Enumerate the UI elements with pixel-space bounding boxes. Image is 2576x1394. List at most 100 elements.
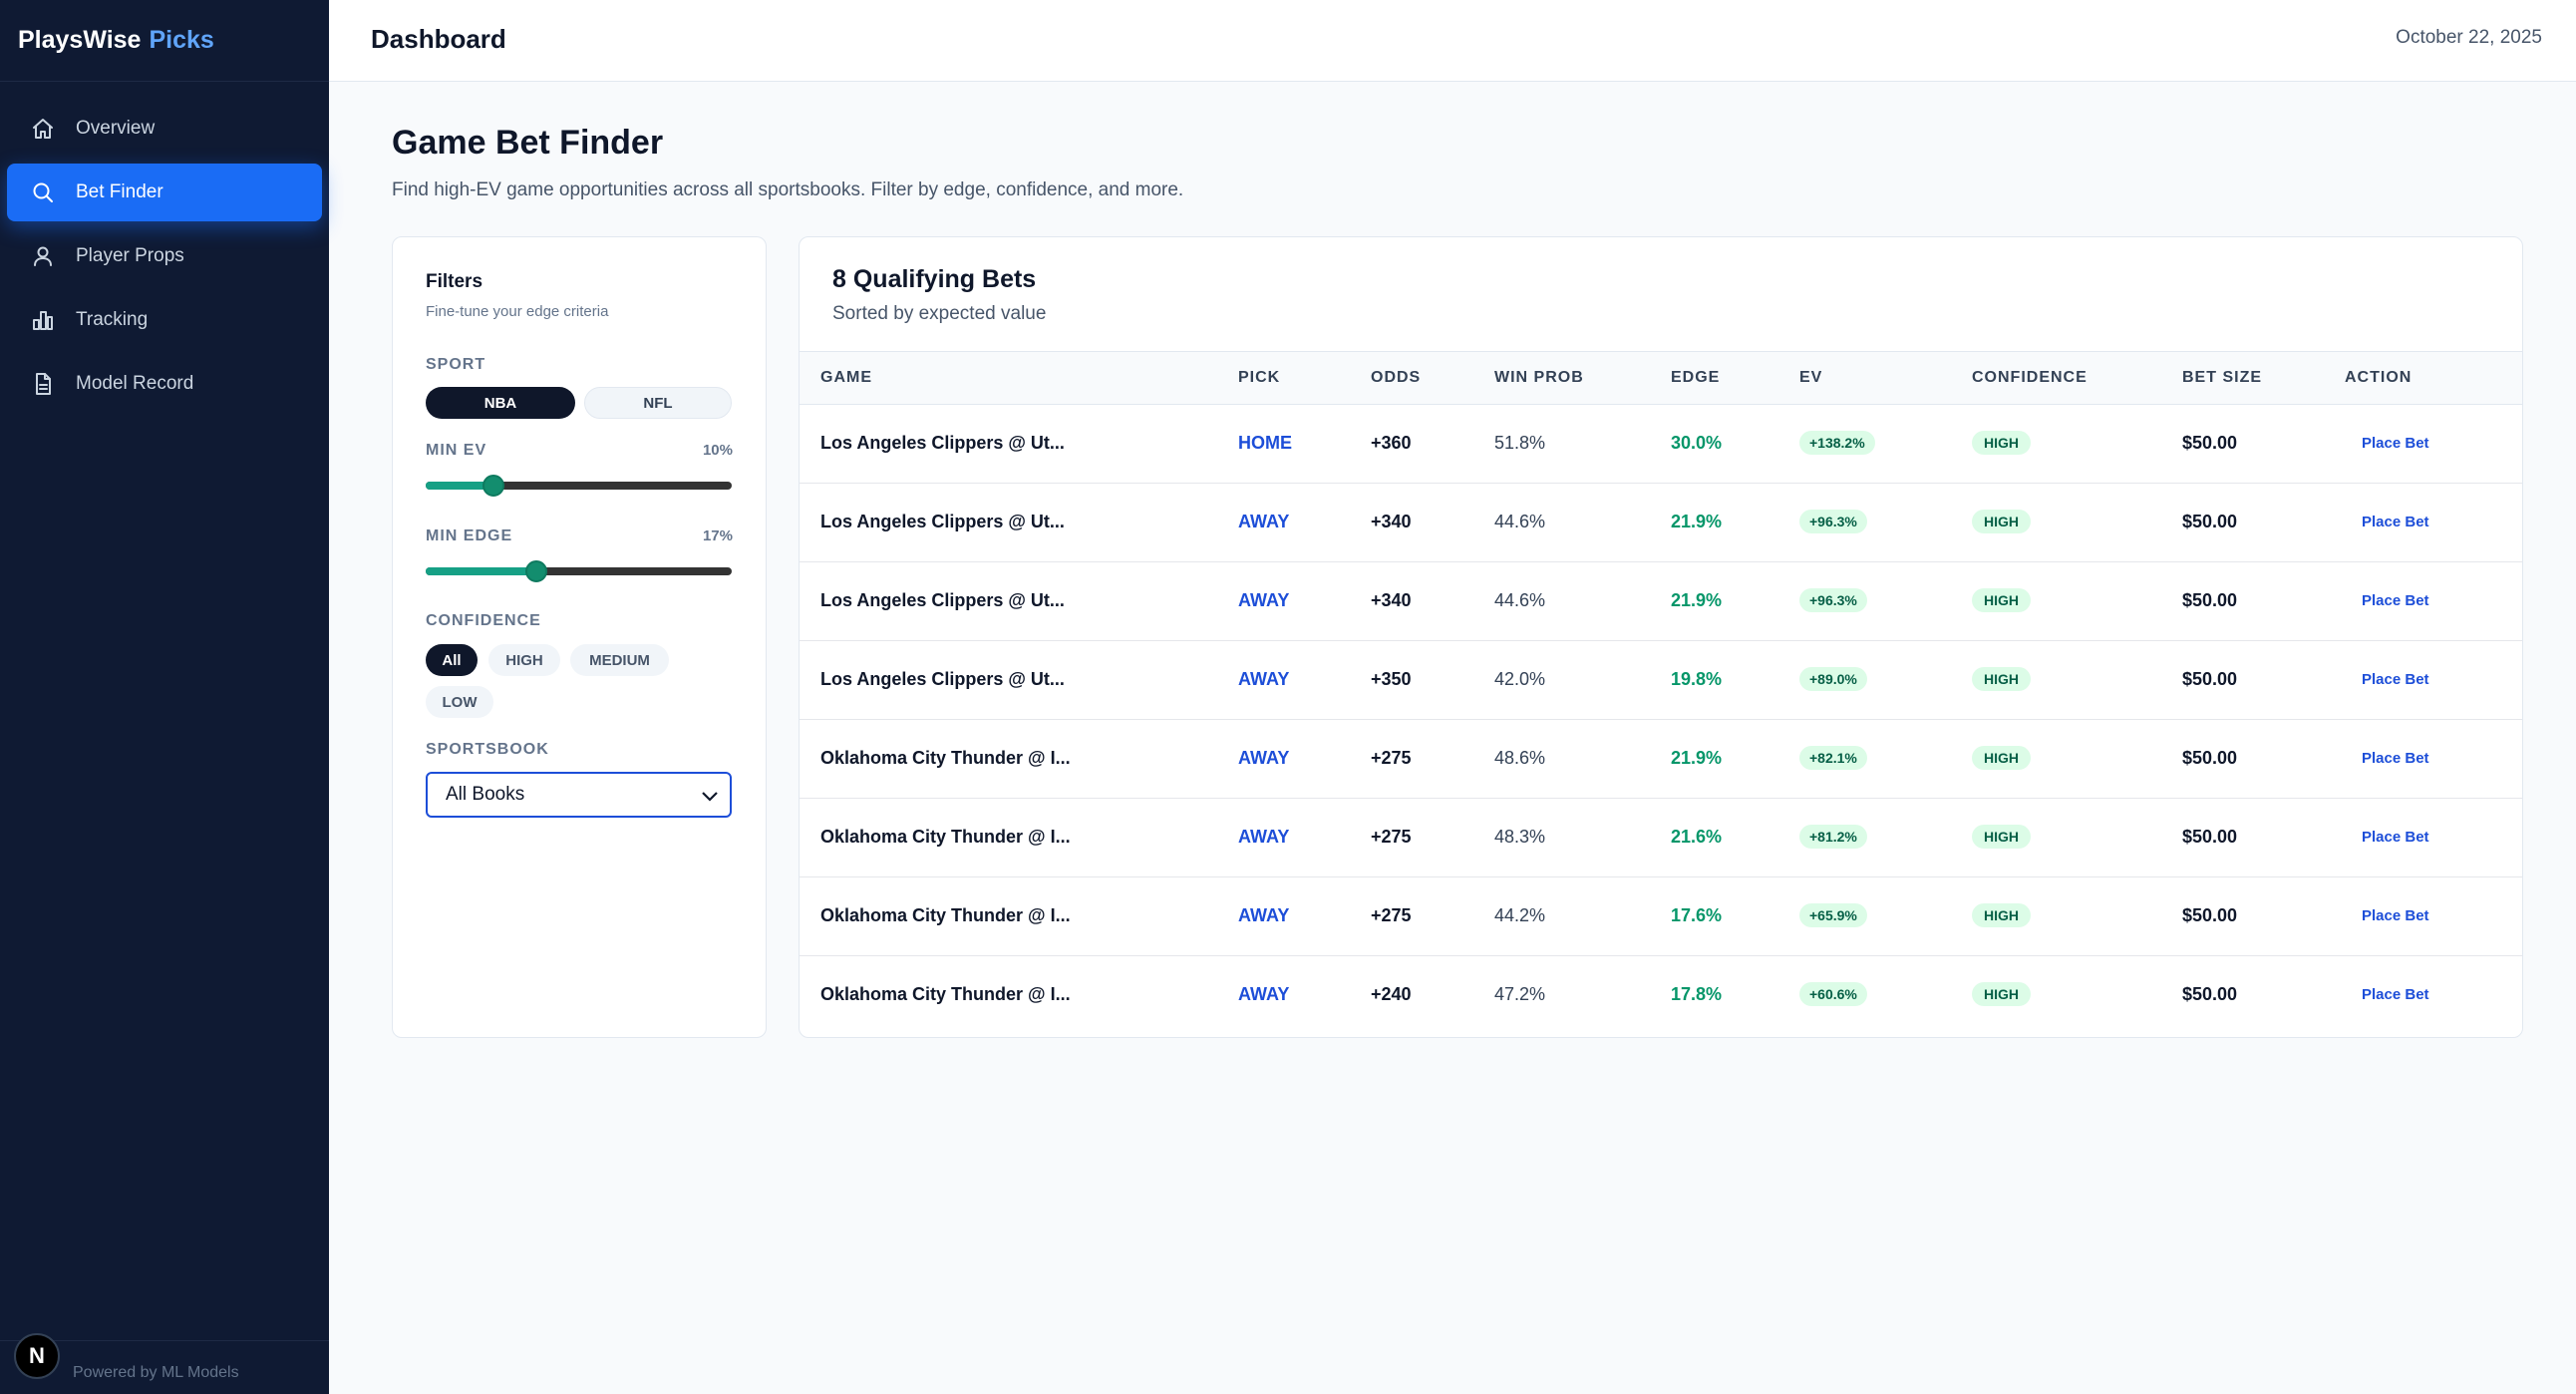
- sport-label: SPORT: [426, 356, 486, 373]
- confidence-high-chip[interactable]: HIGH: [488, 644, 560, 676]
- confidence-medium-chip[interactable]: MEDIUM: [570, 644, 669, 676]
- col-game[interactable]: GAME: [820, 369, 872, 386]
- brand-logo[interactable]: PlaysWise Picks: [0, 0, 329, 82]
- confidence-badge: HIGH: [1972, 510, 2031, 533]
- confidence-all-chip[interactable]: All: [426, 644, 478, 676]
- footer-text: Powered by ML Models: [73, 1364, 239, 1381]
- home-icon: [30, 116, 56, 142]
- place-bet-button[interactable]: Place Bet: [2362, 750, 2429, 767]
- place-bet-button[interactable]: Place Bet: [2362, 671, 2429, 688]
- sidebar-item-label: Player Props: [76, 245, 184, 266]
- n-badge[interactable]: N: [14, 1333, 60, 1379]
- edge-cell: 19.8%: [1671, 669, 1723, 689]
- sport-nfl-toggle[interactable]: NFL: [584, 387, 732, 419]
- min-ev-slider-fill: [426, 482, 493, 490]
- table-row[interactable]: Oklahoma City Thunder @ I... AWAY +275 4…: [800, 720, 2522, 799]
- table-row[interactable]: Los Angeles Clippers @ Ut... AWAY +350 4…: [800, 641, 2522, 720]
- sidebar-item-label: Model Record: [76, 373, 194, 394]
- col-bet-size[interactable]: BET SIZE: [2182, 369, 2263, 386]
- odds-cell: +350: [1371, 669, 1412, 689]
- sidebar-item-label: Tracking: [76, 309, 149, 330]
- sidebar-item-overview[interactable]: Overview: [7, 100, 322, 158]
- sidebar-item-tracking[interactable]: Tracking: [7, 291, 322, 349]
- bet-size-cell: $50.00: [2182, 905, 2238, 925]
- sidebar-item-label: Overview: [76, 118, 156, 139]
- place-bet-button[interactable]: Place Bet: [2362, 435, 2429, 452]
- edge-cell: 30.0%: [1671, 433, 1723, 453]
- edge-cell: 21.9%: [1671, 590, 1723, 610]
- game-cell: Oklahoma City Thunder @ I...: [820, 905, 1071, 925]
- odds-cell: +275: [1371, 905, 1412, 925]
- confidence-label: CONFIDENCE: [426, 612, 541, 629]
- col-odds[interactable]: ODDS: [1371, 369, 1422, 386]
- pick-cell: HOME: [1238, 433, 1292, 453]
- table-row[interactable]: Oklahoma City Thunder @ I... AWAY +275 4…: [800, 799, 2522, 877]
- min-edge-value: 17%: [702, 527, 733, 544]
- ev-badge: +89.0%: [1799, 667, 1867, 691]
- page-subtitle: Find high-EV game opportunities across a…: [392, 179, 1184, 200]
- brand-name: PlaysWise: [18, 26, 142, 54]
- results-title: 8 Qualifying Bets: [832, 265, 1037, 293]
- bet-size-cell: $50.00: [2182, 748, 2238, 768]
- table-row[interactable]: Oklahoma City Thunder @ I... AWAY +275 4…: [800, 877, 2522, 956]
- filters-title: Filters: [426, 271, 483, 292]
- sportsbook-select[interactable]: All Books: [426, 772, 732, 818]
- place-bet-button[interactable]: Place Bet: [2362, 514, 2429, 530]
- pick-cell: AWAY: [1238, 984, 1290, 1004]
- confidence-low-chip[interactable]: LOW: [426, 686, 493, 718]
- table-row[interactable]: Oklahoma City Thunder @ I... AWAY +240 4…: [800, 956, 2522, 1035]
- odds-cell: +340: [1371, 590, 1412, 610]
- confidence-badge: HIGH: [1972, 588, 2031, 612]
- win-prob-cell: 42.0%: [1494, 669, 1546, 689]
- min-edge-slider[interactable]: [426, 560, 732, 582]
- game-cell: Oklahoma City Thunder @ I...: [820, 748, 1071, 768]
- col-pick[interactable]: PICK: [1238, 369, 1281, 386]
- col-win-prob[interactable]: WIN PROB: [1494, 369, 1584, 386]
- min-ev-slider[interactable]: [426, 475, 732, 497]
- confidence-badge: HIGH: [1972, 825, 2031, 849]
- sidebar-item-player-props[interactable]: Player Props: [7, 227, 322, 285]
- pick-cell: AWAY: [1238, 590, 1290, 610]
- min-edge-slider-thumb[interactable]: [524, 560, 547, 582]
- min-ev-slider-thumb[interactable]: [482, 475, 504, 497]
- table-header: GAME PICK ODDS WIN PROB EDGE EV CONFIDEN…: [800, 351, 2522, 405]
- filters-panel: Filters Fine-tune your edge criteria SPO…: [392, 236, 767, 1038]
- table-row[interactable]: Los Angeles Clippers @ Ut... AWAY +340 4…: [800, 562, 2522, 641]
- sidebar-footer: N Powered by ML Models: [0, 1333, 329, 1394]
- table-row[interactable]: Los Angeles Clippers @ Ut... HOME +360 5…: [800, 405, 2522, 484]
- sidebar-nav: Overview Bet Finder Player Props Trackin…: [0, 82, 329, 413]
- place-bet-button[interactable]: Place Bet: [2362, 907, 2429, 924]
- chevron-down-icon: [700, 786, 720, 806]
- ev-badge: +81.2%: [1799, 825, 1867, 849]
- sportsbook-label: SPORTSBOOK: [426, 741, 549, 758]
- min-ev-value: 10%: [702, 442, 733, 459]
- pick-cell: AWAY: [1238, 827, 1290, 847]
- sportsbook-select-value: All Books: [446, 784, 525, 805]
- col-edge[interactable]: EDGE: [1671, 369, 1721, 386]
- header-date: October 22, 2025: [2396, 27, 2542, 48]
- pick-cell: AWAY: [1238, 669, 1290, 689]
- col-confidence[interactable]: CONFIDENCE: [1972, 369, 2088, 386]
- bet-size-cell: $50.00: [2182, 669, 2238, 689]
- sidebar-item-label: Bet Finder: [76, 181, 163, 202]
- col-ev[interactable]: EV: [1799, 369, 1823, 386]
- min-edge-slider-fill: [426, 567, 536, 575]
- confidence-badge: HIGH: [1972, 667, 2031, 691]
- document-icon: [30, 371, 56, 397]
- odds-cell: +275: [1371, 748, 1412, 768]
- sport-nba-toggle[interactable]: NBA: [426, 387, 575, 419]
- odds-cell: +275: [1371, 827, 1412, 847]
- win-prob-cell: 44.6%: [1494, 590, 1546, 610]
- sidebar-item-bet-finder[interactable]: Bet Finder: [7, 164, 322, 221]
- odds-cell: +360: [1371, 433, 1412, 453]
- place-bet-button[interactable]: Place Bet: [2362, 986, 2429, 1003]
- place-bet-button[interactable]: Place Bet: [2362, 592, 2429, 609]
- sidebar-item-model-record[interactable]: Model Record: [7, 355, 322, 413]
- edge-cell: 21.6%: [1671, 827, 1723, 847]
- ev-badge: +96.3%: [1799, 588, 1867, 612]
- min-edge-label: MIN EDGE: [426, 527, 513, 544]
- edge-cell: 17.8%: [1671, 984, 1723, 1004]
- table-row[interactable]: Los Angeles Clippers @ Ut... AWAY +340 4…: [800, 484, 2522, 562]
- place-bet-button[interactable]: Place Bet: [2362, 829, 2429, 846]
- game-cell: Oklahoma City Thunder @ I...: [820, 827, 1071, 847]
